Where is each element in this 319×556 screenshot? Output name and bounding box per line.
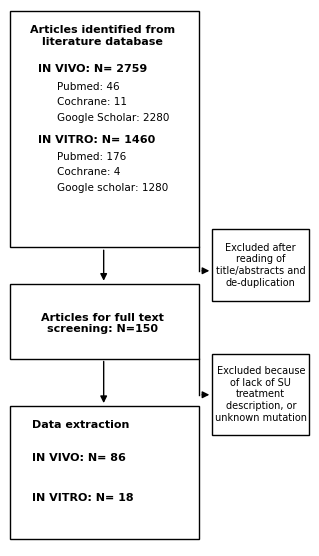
Text: Excluded after
reading of
title/abstracts and
de-duplication: Excluded after reading of title/abstract…	[216, 243, 306, 287]
Text: IN VIVO: N= 2759: IN VIVO: N= 2759	[38, 64, 147, 74]
Text: IN VIVO: N= 86: IN VIVO: N= 86	[32, 453, 126, 463]
Text: IN VITRO: N= 18: IN VITRO: N= 18	[32, 493, 134, 503]
Bar	[212, 229, 309, 301]
Text: Pubmed: 176: Pubmed: 176	[57, 152, 127, 162]
Text: Articles for full text
screening: N=150: Articles for full text screening: N=150	[41, 313, 164, 334]
Text: Data extraction: Data extraction	[32, 420, 129, 430]
Text: Pubmed: 46: Pubmed: 46	[57, 82, 120, 92]
Text: Excluded because
of lack of SU
treatment
description, or
unknown mutation: Excluded because of lack of SU treatment…	[215, 366, 307, 423]
Text: Cochrane: 4: Cochrane: 4	[57, 167, 121, 177]
Text: Google scholar: 1280: Google scholar: 1280	[57, 183, 169, 193]
Text: Cochrane: 11: Cochrane: 11	[57, 97, 127, 107]
Bar	[10, 284, 199, 359]
Text: Google Scholar: 2280: Google Scholar: 2280	[57, 113, 170, 123]
Bar	[10, 406, 199, 539]
Text: IN VITRO: N= 1460: IN VITRO: N= 1460	[38, 135, 156, 145]
Bar	[10, 11, 199, 247]
Text: Articles identified from
literature database: Articles identified from literature data…	[30, 25, 174, 47]
Bar	[212, 354, 309, 435]
